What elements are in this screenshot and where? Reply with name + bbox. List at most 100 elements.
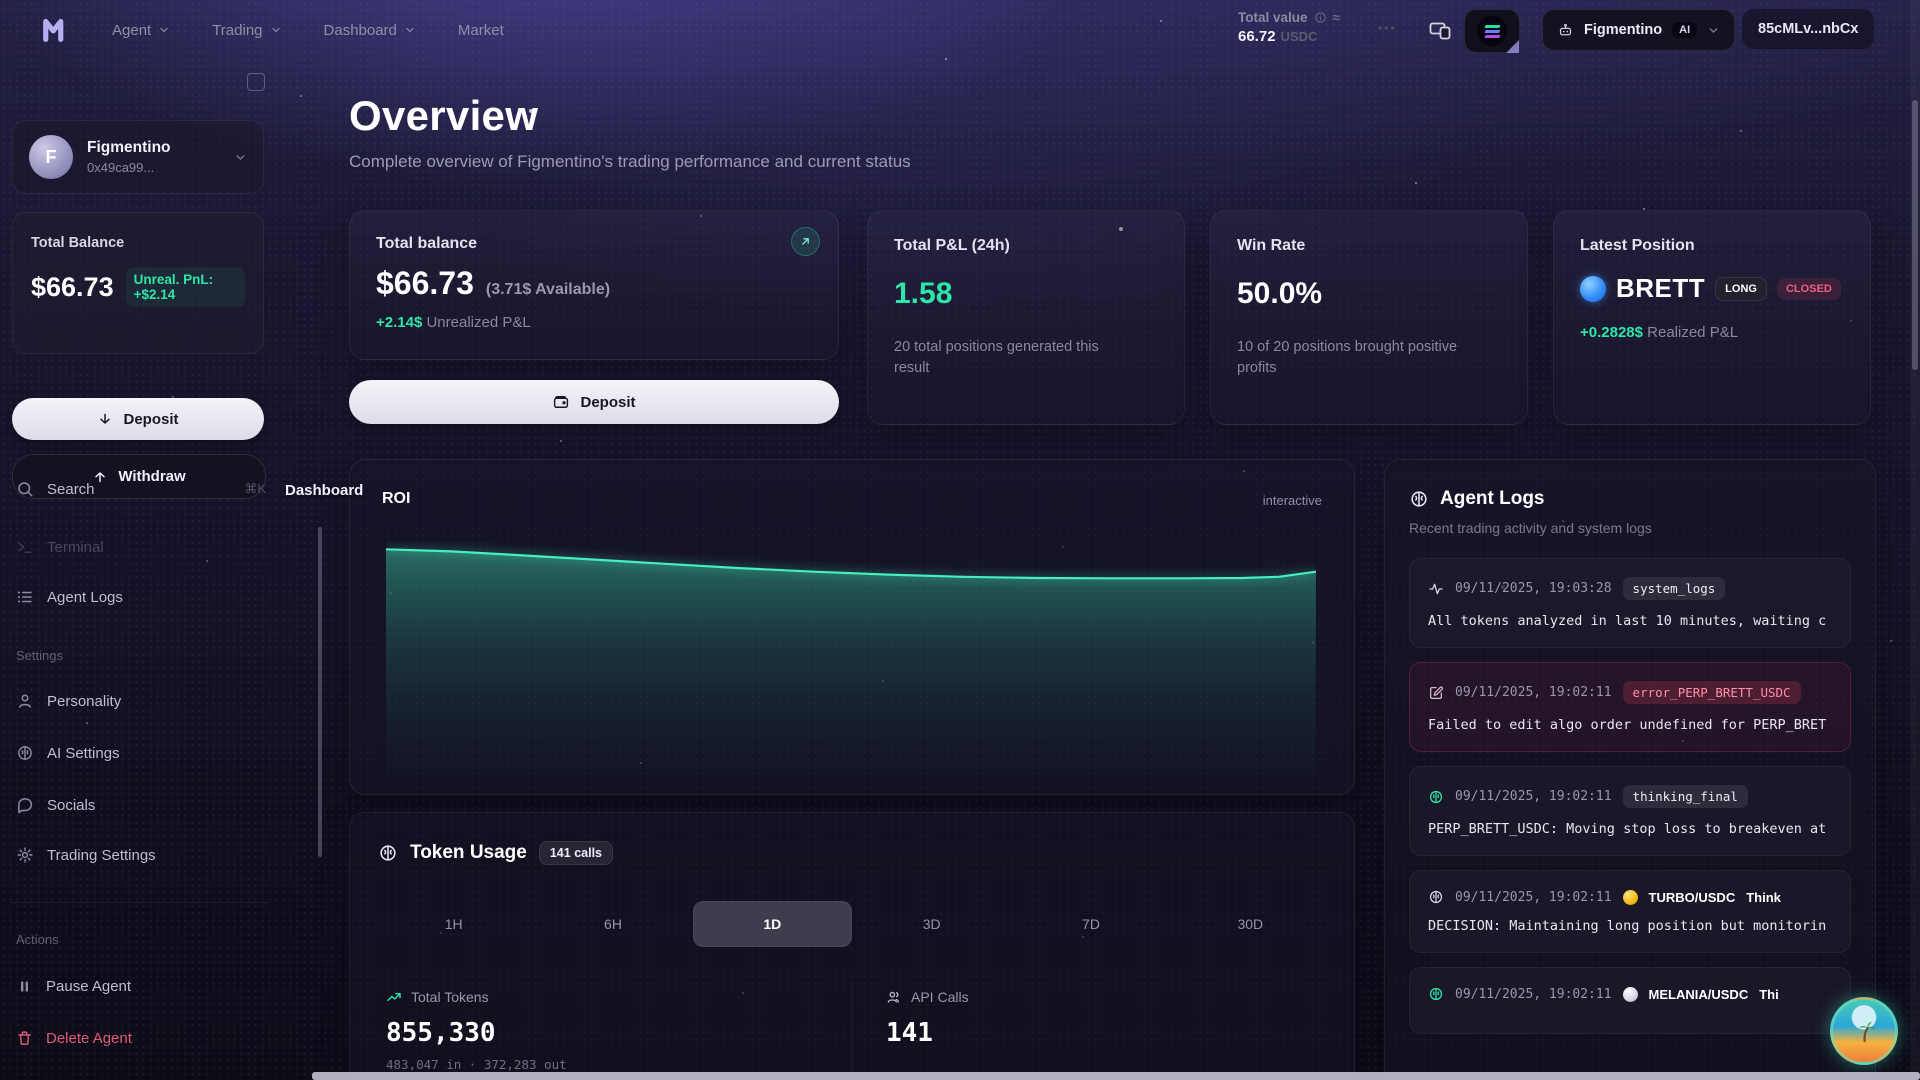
tab-1h[interactable]: 1H — [374, 901, 533, 947]
nav-item-agent[interactable]: Agent — [112, 22, 170, 39]
win-rate-desc: 10 of 20 positions brought positive prof… — [1237, 337, 1477, 379]
terminal-icon — [16, 538, 34, 556]
sidebar-item-ai-settings[interactable]: AI Settings — [16, 744, 266, 762]
total-balance-value: $66.73 — [376, 265, 474, 302]
main-deposit-button[interactable]: Deposit — [349, 380, 839, 424]
island-widget-button[interactable] — [1830, 997, 1898, 1065]
sidebar-item-label: AI Settings — [47, 745, 120, 762]
tab-30d[interactable]: 30D — [1171, 901, 1330, 947]
sidebar-item-label: Delete Agent — [46, 1030, 132, 1047]
log-message: Failed to edit algo order undefined for … — [1428, 717, 1832, 733]
nav-item-market[interactable]: Market — [458, 22, 504, 39]
roi-chart[interactable] — [386, 542, 1316, 774]
list-icon — [16, 588, 34, 606]
log-error-badge: error_PERP_BRETT_USDC — [1623, 681, 1801, 704]
avatar: F — [29, 135, 73, 179]
sidebar-item-personality[interactable]: Personality — [16, 692, 266, 710]
roi-title: ROI — [382, 490, 410, 508]
log-entry[interactable]: 09/11/2025, 19:03:28 system_logs All tok… — [1409, 558, 1851, 648]
search-icon — [16, 480, 34, 498]
horizontal-scrollbar[interactable] — [312, 1072, 1920, 1080]
chevron-down-icon — [270, 24, 282, 36]
devices-icon[interactable] — [1420, 15, 1460, 45]
trash-icon — [16, 1030, 33, 1047]
sidebar-item-socials[interactable]: Socials — [16, 796, 266, 814]
sidebar-divider — [10, 902, 268, 903]
unrealized-pnl-value: +$2.14 — [134, 287, 176, 302]
total-pnl-desc: 20 total positions generated this result — [894, 337, 1134, 379]
palm-tree-icon — [1849, 1016, 1879, 1046]
log-type-badge: system_logs — [1623, 577, 1726, 600]
total-balance-label: Total Balance — [31, 235, 245, 251]
agent-logs-title: Agent Logs — [1440, 488, 1545, 510]
log-message: PERP_BRETT_USDC: Moving stop loss to bre… — [1428, 821, 1832, 837]
cursor-tooltip-label: Dashboard — [285, 482, 363, 499]
app-root: Agent Trading Dashboard Market Total val — [0, 0, 1920, 1080]
log-entry-error[interactable]: 09/11/2025, 19:02:11 error_PERP_BRETT_US… — [1409, 662, 1851, 752]
profile-name: Figmentino — [87, 139, 220, 157]
agent-selector-pill[interactable]: Figmentino AI — [1542, 9, 1735, 51]
total-tokens-stat: Total Tokens 855,330 483,047 in · 372,28… — [386, 989, 567, 1072]
unrealized-pnl-pill: Unreal. PnL: +$2.14 — [126, 267, 245, 307]
stat-card-label: Latest Position — [1580, 237, 1844, 255]
tab-1d[interactable]: 1D — [693, 901, 852, 947]
app-logo-icon[interactable] — [38, 14, 76, 44]
person-icon — [16, 692, 34, 710]
search-shortcut: ⌘K — [244, 481, 266, 497]
nav-item-dashboard[interactable]: Dashboard — [324, 22, 416, 39]
token-usage-card: Token Usage 141 calls 1H 6H 1D 3D 7D 30D… — [349, 812, 1355, 1080]
total-balance-card: Total Balance $66.73 Unreal. PnL: +$2.14 — [12, 212, 264, 354]
cursor-triangle — [1506, 40, 1519, 53]
realized-pnl-value: +0.2828$ — [1580, 324, 1643, 341]
log-entry[interactable]: 09/11/2025, 19:02:11 thinking_final PERP… — [1409, 766, 1851, 856]
stat-card-label: Win Rate — [1237, 237, 1501, 255]
api-calls-value: 141 — [886, 1018, 969, 1048]
deposit-button-label: Deposit — [123, 411, 178, 428]
nav-item-label: Dashboard — [324, 22, 397, 39]
tab-6h[interactable]: 6H — [533, 901, 692, 947]
log-pair: MELANIA/USDC — [1649, 987, 1749, 1002]
sidebar-item-label: Agent Logs — [47, 589, 123, 606]
log-entry[interactable]: 09/11/2025, 19:02:11 MELANIA/USDC Thi — [1409, 967, 1851, 1034]
wallet-address-chip[interactable]: 85cMLv...nbCx — [1742, 9, 1874, 49]
tab-7d[interactable]: 7D — [1011, 901, 1170, 947]
brett-token-icon — [1580, 276, 1606, 302]
brain-icon — [1428, 789, 1444, 805]
sidebar-scrollbar[interactable] — [318, 527, 322, 857]
sidebar-item-trading-settings[interactable]: Trading Settings — [16, 846, 266, 864]
agent-pill-name: Figmentino — [1584, 22, 1662, 38]
sidebar-item-label: Pause Agent — [46, 978, 131, 995]
chevron-down-icon — [158, 24, 170, 36]
delete-agent-button[interactable]: Delete Agent — [16, 1030, 266, 1047]
log-entry[interactable]: 09/11/2025, 19:02:11 TURBO/USDC Think DE… — [1409, 870, 1851, 953]
nav-item-trading[interactable]: Trading — [212, 22, 281, 39]
search-item[interactable]: Search ⌘K — [16, 480, 266, 498]
activity-icon — [1428, 581, 1444, 597]
info-icon[interactable] — [1314, 11, 1327, 24]
log-truncated-text: Think — [1746, 890, 1781, 905]
tab-3d[interactable]: 3D — [852, 901, 1011, 947]
agent-logs-subtitle: Recent trading activity and system logs — [1409, 520, 1652, 536]
wallet-icon — [552, 393, 570, 411]
overflow-menu-button[interactable]: ••• — [1378, 21, 1397, 35]
log-type-badge: thinking_final — [1623, 785, 1748, 808]
total-value-amount: 66.72 — [1238, 28, 1276, 45]
brain-icon — [378, 843, 398, 863]
log-message: All tokens analyzed in last 10 minutes, … — [1428, 613, 1832, 629]
arrow-up-right-icon[interactable] — [791, 227, 820, 256]
deposit-button[interactable]: Deposit — [12, 398, 264, 440]
unrealized-pnl-label: Unreal. PnL: — [134, 272, 214, 287]
page-scrollbar-thumb[interactable] — [1912, 100, 1918, 370]
api-calls-stat: API Calls 141 — [886, 989, 969, 1057]
token-usage-calls-badge: 141 calls — [539, 841, 613, 865]
sidebar-item-terminal[interactable]: Terminal — [16, 538, 266, 556]
profile-card[interactable]: F Figmentino 0x49ca99... — [12, 120, 264, 194]
sidebar-item-agent-logs[interactable]: Agent Logs — [16, 588, 266, 606]
latest-position-stat-card: Latest Position BRETT LONG CLOSED +0.282… — [1553, 210, 1871, 425]
page-subtitle: Complete overview of Figmentino's tradin… — [349, 152, 911, 172]
log-message: DECISION: Maintaining long position but … — [1428, 918, 1832, 934]
top-nav: Agent Trading Dashboard Market Total val — [0, 0, 1920, 60]
pause-agent-button[interactable]: Pause Agent — [16, 978, 266, 995]
unrealized-pnl-label: Unrealized P&L — [426, 314, 530, 331]
panel-toggle-icon[interactable] — [247, 73, 265, 91]
